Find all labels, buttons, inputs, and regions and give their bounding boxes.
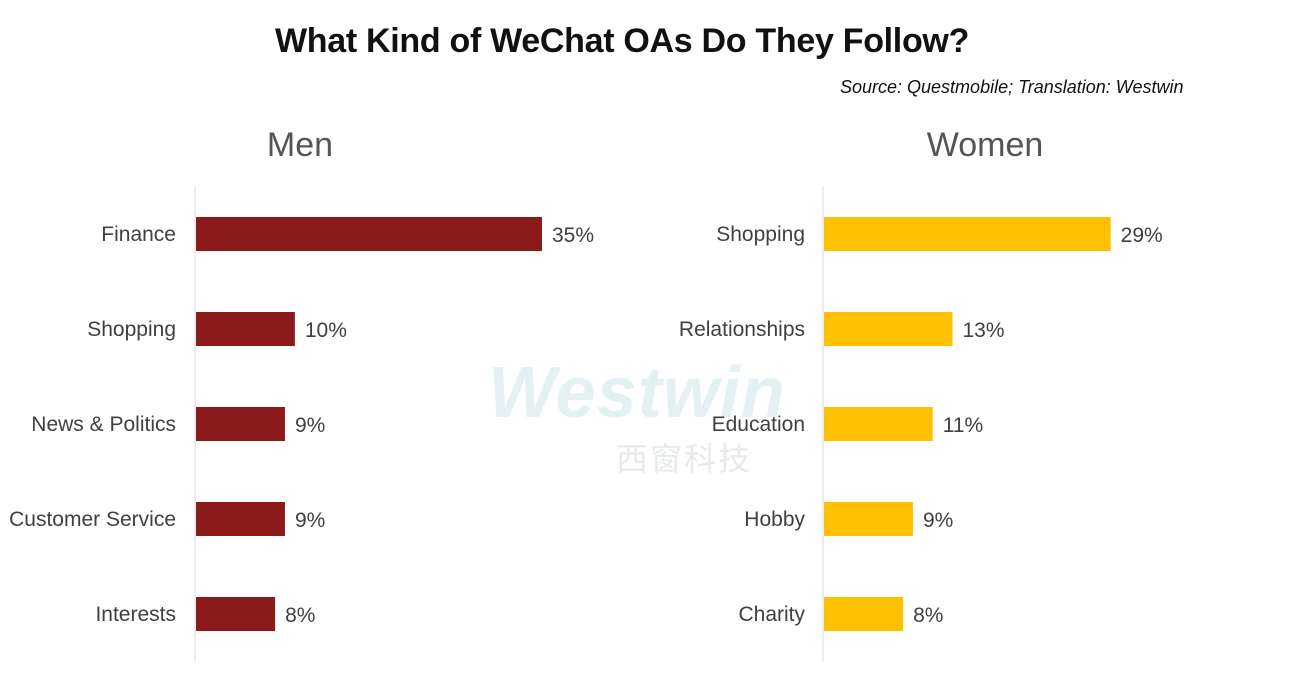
women-value-label: 9%: [923, 509, 953, 532]
men-value-label: 9%: [295, 509, 325, 532]
women-category-label: Charity: [738, 603, 805, 626]
men-category-label: Finance: [101, 223, 176, 246]
women-bar: [824, 312, 953, 346]
women-bar: [824, 407, 933, 441]
men-bar: [196, 217, 542, 251]
women-bar: [824, 217, 1111, 251]
women-value-label: 8%: [913, 604, 943, 627]
chart-title: What Kind of WeChat OAs Do They Follow?: [274, 22, 970, 60]
women-bar: [824, 597, 904, 631]
women-value-label: 13%: [963, 319, 1005, 342]
women-bar: [824, 502, 913, 536]
women-category-label: Education: [712, 413, 805, 436]
women-category-label: Hobby: [744, 508, 805, 531]
men-bar: [196, 502, 285, 536]
men-category-label: Customer Service: [9, 508, 176, 531]
women-value-label: 29%: [1121, 224, 1163, 247]
men-category-label: News & Politics: [31, 413, 176, 436]
men-panel-title: Men: [266, 126, 334, 164]
men-bar: [196, 312, 295, 346]
men-value-label: 9%: [295, 414, 325, 437]
women-panel-title: Women: [926, 126, 1044, 164]
source-note: Source: Questmobile; Translation: Westwi…: [840, 77, 1184, 97]
men-category-label: Shopping: [87, 318, 176, 341]
men-bar: [196, 407, 285, 441]
women-value-label: 11%: [943, 414, 983, 437]
men-value-label: 35%: [552, 224, 594, 247]
men-category-label: Interests: [95, 603, 176, 626]
men-value-label: 8%: [285, 604, 315, 627]
men-value-label: 10%: [305, 319, 347, 342]
women-category-label: Shopping: [716, 223, 805, 246]
women-category-label: Relationships: [679, 318, 805, 341]
men-bar: [196, 597, 276, 631]
